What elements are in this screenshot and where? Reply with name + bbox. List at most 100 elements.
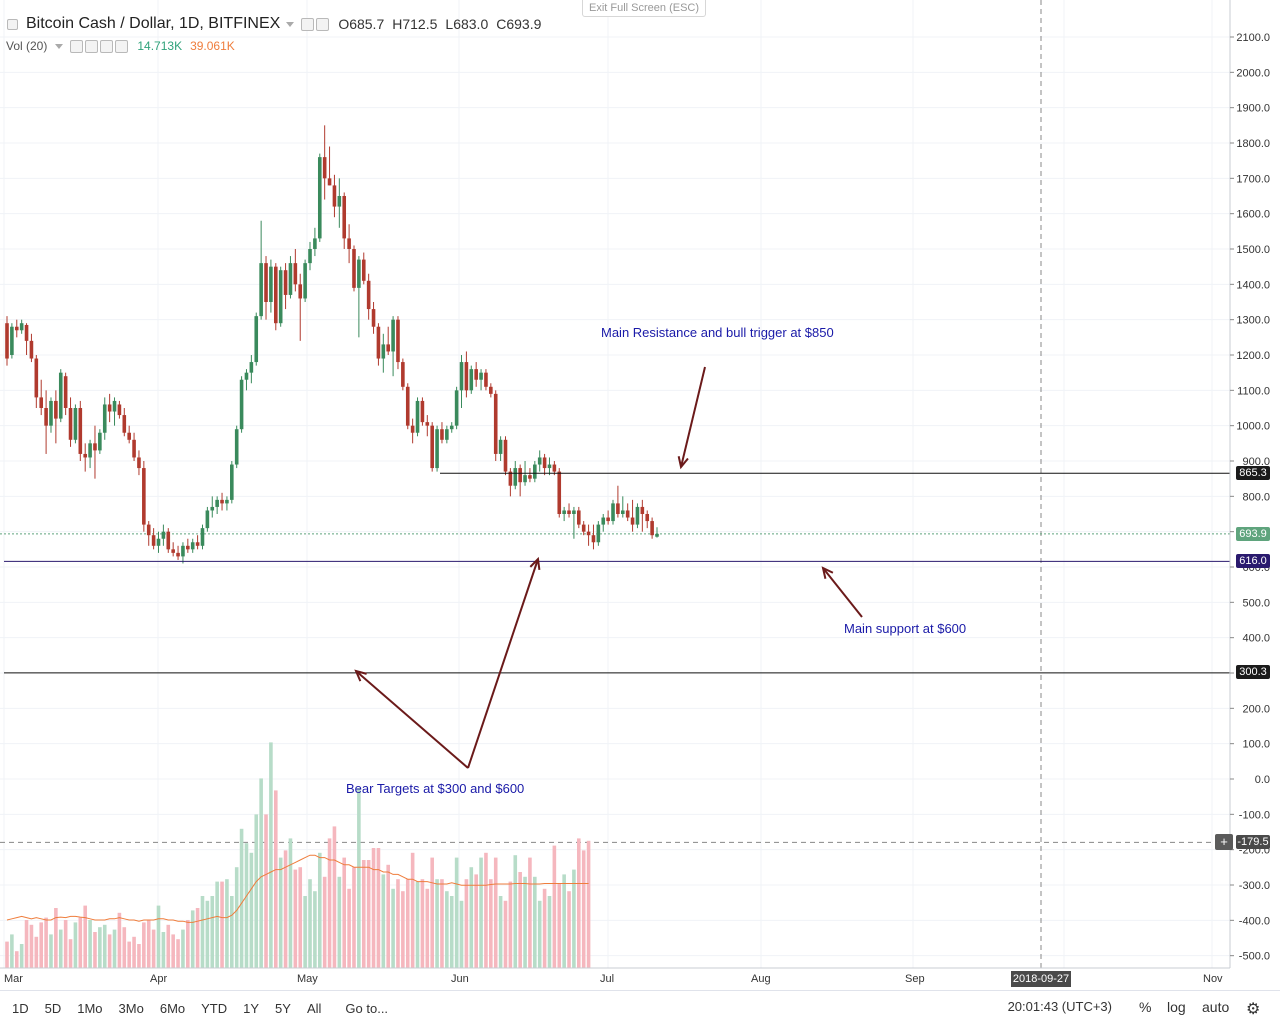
candle-body <box>396 319 400 363</box>
percent-scale-button[interactable]: % <box>1139 999 1152 1015</box>
candle-body <box>254 316 259 363</box>
candle-body <box>273 266 278 324</box>
time-label: Jun <box>451 973 469 985</box>
price-tick-label: 1300.0 <box>1236 315 1270 327</box>
candle-body <box>606 517 610 522</box>
eye-icon[interactable] <box>301 17 315 31</box>
chevron-down-icon[interactable] <box>55 43 64 49</box>
resistance-arrow <box>680 366 706 468</box>
candle-body <box>34 358 39 398</box>
collapse-legend-icon[interactable] <box>7 18 18 30</box>
volume-bar <box>234 867 239 968</box>
resistance-annotation[interactable]: Main Resistance and bull trigger at $850 <box>601 325 834 340</box>
price-tick-label: 800.0 <box>1242 491 1270 503</box>
log-scale-button[interactable]: log <box>1167 999 1186 1015</box>
volume-bar <box>210 896 215 968</box>
volume-bar <box>29 924 34 968</box>
candle-body <box>401 362 405 387</box>
volume-bar <box>533 876 537 968</box>
candle-body <box>122 415 127 433</box>
chevron-down-icon[interactable] <box>286 21 295 27</box>
price-tick-label: -100.0 <box>1239 809 1270 821</box>
timeframe-6mo-button[interactable]: 6Mo <box>159 1000 186 1016</box>
volume-bar <box>537 900 542 968</box>
candle-body <box>58 372 63 419</box>
price-tick-label: 400.0 <box>1242 633 1270 645</box>
candle-body <box>5 323 9 359</box>
clock-display[interactable]: 20:01:43 (UTC+3) <box>1007 999 1112 1014</box>
volume-bar <box>396 879 400 968</box>
annotation-arrows <box>354 366 863 769</box>
candle-body <box>337 196 342 207</box>
volume-bar <box>503 900 508 968</box>
settings-icon[interactable] <box>85 39 99 53</box>
timeframe-3mo-button[interactable]: 3Mo <box>118 1000 144 1016</box>
volume-bar <box>176 939 180 968</box>
volume-bar <box>137 944 141 968</box>
add-alert-icon[interactable]: + <box>1215 834 1233 850</box>
goto-date-button[interactable]: Go to... <box>345 1000 389 1016</box>
candle-body <box>547 464 552 469</box>
exit-fullscreen-button[interactable]: Exit Full Screen (ESC) <box>582 0 707 17</box>
candle-body <box>317 157 322 239</box>
candle-body <box>288 263 293 295</box>
timeframe-5y-button[interactable]: 5Y <box>275 1000 291 1016</box>
timeframe-1y-button[interactable]: 1Y <box>243 1000 260 1016</box>
volume-bar <box>220 881 224 968</box>
volume-bar <box>542 888 547 968</box>
candle-body <box>493 393 498 454</box>
candle-body <box>650 521 654 536</box>
symbol-title[interactable]: Bitcoin Cash / Dollar, 1D, BITFINEX <box>26 15 281 32</box>
volume-indicator-label[interactable]: Vol (20) <box>6 39 48 53</box>
time-label: Apr <box>150 973 168 985</box>
support-annotation[interactable]: Main support at $600 <box>844 621 967 636</box>
candle-body <box>278 270 283 324</box>
volume-bar <box>552 845 557 968</box>
candle-body <box>215 499 219 507</box>
candle-body <box>137 457 141 469</box>
volume-bar <box>577 838 581 968</box>
volume-bar <box>498 896 503 968</box>
timeframe-ytd-button[interactable]: YTD <box>201 1000 228 1016</box>
volume-bar <box>273 790 278 968</box>
bear-target-arrow-right <box>467 558 539 769</box>
price-tick-label: 1500.0 <box>1236 244 1270 256</box>
candle-body <box>611 503 615 522</box>
timeframe-1mo-button[interactable]: 1Mo <box>77 1000 103 1016</box>
resistance-price-tag: 865.3 <box>1236 466 1270 480</box>
candle-body <box>537 457 542 465</box>
volume-bar <box>459 900 464 968</box>
volume-bar <box>342 857 347 968</box>
volume-bar <box>557 884 562 968</box>
candle-body <box>283 270 288 295</box>
candle-body <box>68 408 73 440</box>
support-price-tag: 616.0 <box>1236 554 1270 568</box>
bear-target-arrow-right-head <box>529 556 541 571</box>
close-icon[interactable] <box>115 39 129 53</box>
volume-bar <box>73 922 78 968</box>
settings-gear-icon[interactable]: ⚙ <box>1246 1001 1261 1018</box>
candle-body <box>552 464 557 472</box>
eye-icon[interactable] <box>70 39 84 53</box>
candle-body <box>259 263 263 317</box>
timeframe-all-button[interactable]: All <box>306 1000 322 1016</box>
volume-bar <box>523 876 527 968</box>
candle-body <box>625 510 630 518</box>
candle-body <box>508 471 513 486</box>
crosshair-price-tag: -179.5 <box>1236 835 1270 849</box>
bear-targets-annotation[interactable]: Bear Targets at $300 and $600 <box>346 781 525 796</box>
auto-scale-button[interactable]: auto <box>1202 999 1230 1015</box>
candle-body <box>264 263 268 302</box>
add-icon[interactable] <box>100 39 114 53</box>
volume-bar <box>88 920 92 968</box>
volume-bar <box>454 857 459 968</box>
settings-icon[interactable] <box>316 17 330 31</box>
candle-body <box>454 390 459 426</box>
bear-target-arrow-left-head <box>354 669 367 682</box>
timeframe-1d-button[interactable]: 1D <box>12 1000 29 1016</box>
timeframe-5d-button[interactable]: 5D <box>44 1000 62 1016</box>
candle-body <box>513 468 518 486</box>
volume-bar <box>230 896 234 968</box>
volume-bar <box>49 934 53 968</box>
